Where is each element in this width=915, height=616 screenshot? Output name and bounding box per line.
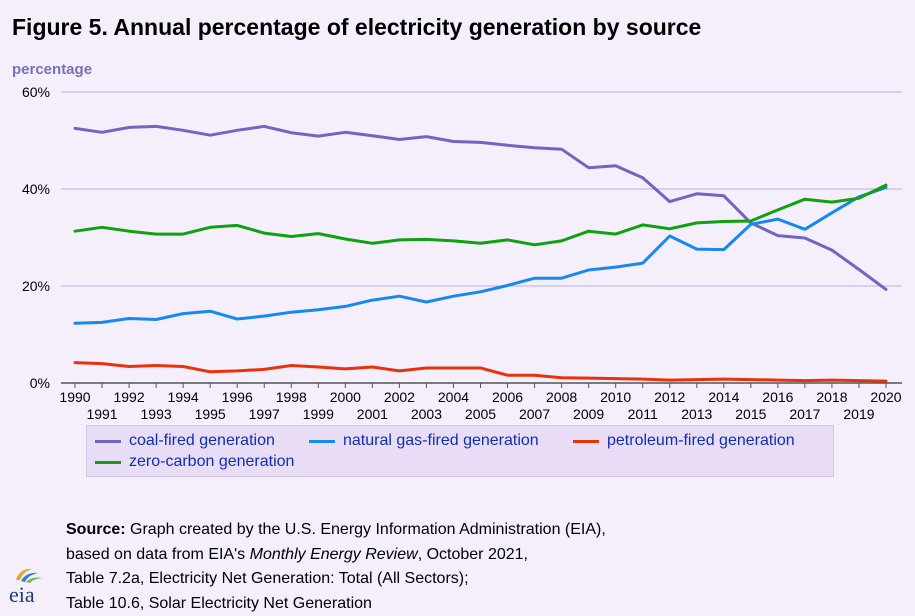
x-tick-label: 2005: [465, 406, 496, 422]
y-tick-label: 0%: [30, 375, 50, 391]
x-tick-label: 2006: [492, 389, 523, 405]
source-line-2-post: , October 2021,: [418, 546, 528, 563]
x-tick-label: 2016: [762, 389, 793, 405]
legend-item-coal: coal-fired generation: [95, 432, 275, 450]
y-tick-label: 40%: [22, 181, 50, 197]
x-tick-label: 1996: [222, 389, 253, 405]
y-tick-label: 20%: [22, 278, 50, 294]
x-tick-label: 2003: [411, 406, 442, 422]
series-line-zero-carbon: [75, 185, 886, 245]
series-line-coal: [75, 126, 886, 289]
x-tick-label: 1998: [276, 389, 307, 405]
x-tick-label: 2004: [438, 389, 469, 405]
source-line-2: based on data from EIA's Monthly Energy …: [66, 543, 606, 568]
source-line-3: Table 7.2a, Electricity Net Generation: …: [66, 567, 606, 592]
x-tick-label: 2011: [628, 406, 658, 422]
eia-logo: eia: [8, 564, 48, 606]
legend-swatch-gas: [309, 440, 335, 443]
legend-item-zero-carbon: zero-carbon generation: [95, 453, 294, 471]
x-tick-label: 1997: [249, 406, 280, 422]
x-tick-label: 1990: [59, 389, 90, 405]
x-tick-label: 2012: [654, 389, 685, 405]
x-tick-label: 1995: [195, 406, 226, 422]
legend-item-gas: natural gas-fired generation: [309, 432, 539, 450]
chart-legend: coal-fired generation natural gas-fired …: [86, 425, 834, 477]
x-tick-label: 1992: [113, 389, 144, 405]
series-line-petroleum: [75, 363, 886, 382]
source-line-2-pre: based on data from EIA's: [66, 546, 250, 563]
y-tick-label: 60%: [22, 84, 50, 100]
legend-item-petroleum: petroleum-fired generation: [573, 432, 795, 450]
x-tick-label: 2000: [330, 389, 361, 405]
x-tick-label: 2018: [816, 389, 847, 405]
x-tick-label: 2010: [600, 389, 631, 405]
legend-swatch-coal: [95, 440, 121, 443]
source-line-4: Table 10.6, Solar Electricity Net Genera…: [66, 592, 606, 616]
x-tick-label: 1994: [168, 389, 199, 405]
x-tick-label: 2001: [357, 406, 388, 422]
x-tick-label: 2013: [681, 406, 712, 422]
legend-swatch-petroleum: [573, 440, 599, 443]
legend-label-petroleum: petroleum-fired generation: [607, 432, 795, 450]
legend-swatch-zero-carbon: [95, 461, 121, 464]
x-tick-label: 2007: [519, 406, 550, 422]
x-tick-label: 2002: [384, 389, 415, 405]
x-tick-label: 1999: [303, 406, 334, 422]
x-tick-label: 2017: [789, 406, 820, 422]
legend-label-coal: coal-fired generation: [129, 432, 275, 450]
series-line-gas: [75, 188, 886, 324]
source-label: Source:: [66, 521, 126, 538]
x-tick-label: 2009: [573, 406, 604, 422]
x-tick-label: 2014: [708, 389, 739, 405]
x-tick-label: 2008: [546, 389, 577, 405]
x-tick-label: 2020: [870, 389, 901, 405]
x-tick-label: 1991: [86, 406, 117, 422]
x-tick-label: 1993: [141, 406, 172, 422]
legend-label-zero-carbon: zero-carbon generation: [129, 453, 294, 471]
x-tick-label: 2019: [843, 406, 874, 422]
source-note: Source: Graph created by the U.S. Energy…: [66, 518, 606, 616]
legend-label-gas: natural gas-fired generation: [343, 432, 539, 450]
svg-text:eia: eia: [9, 582, 35, 606]
source-line-1-text: Graph created by the U.S. Energy Informa…: [126, 521, 606, 538]
x-tick-label: 2015: [735, 406, 766, 422]
source-publication-title: Monthly Energy Review: [250, 546, 418, 563]
source-line-1: Source: Graph created by the U.S. Energy…: [66, 518, 606, 543]
